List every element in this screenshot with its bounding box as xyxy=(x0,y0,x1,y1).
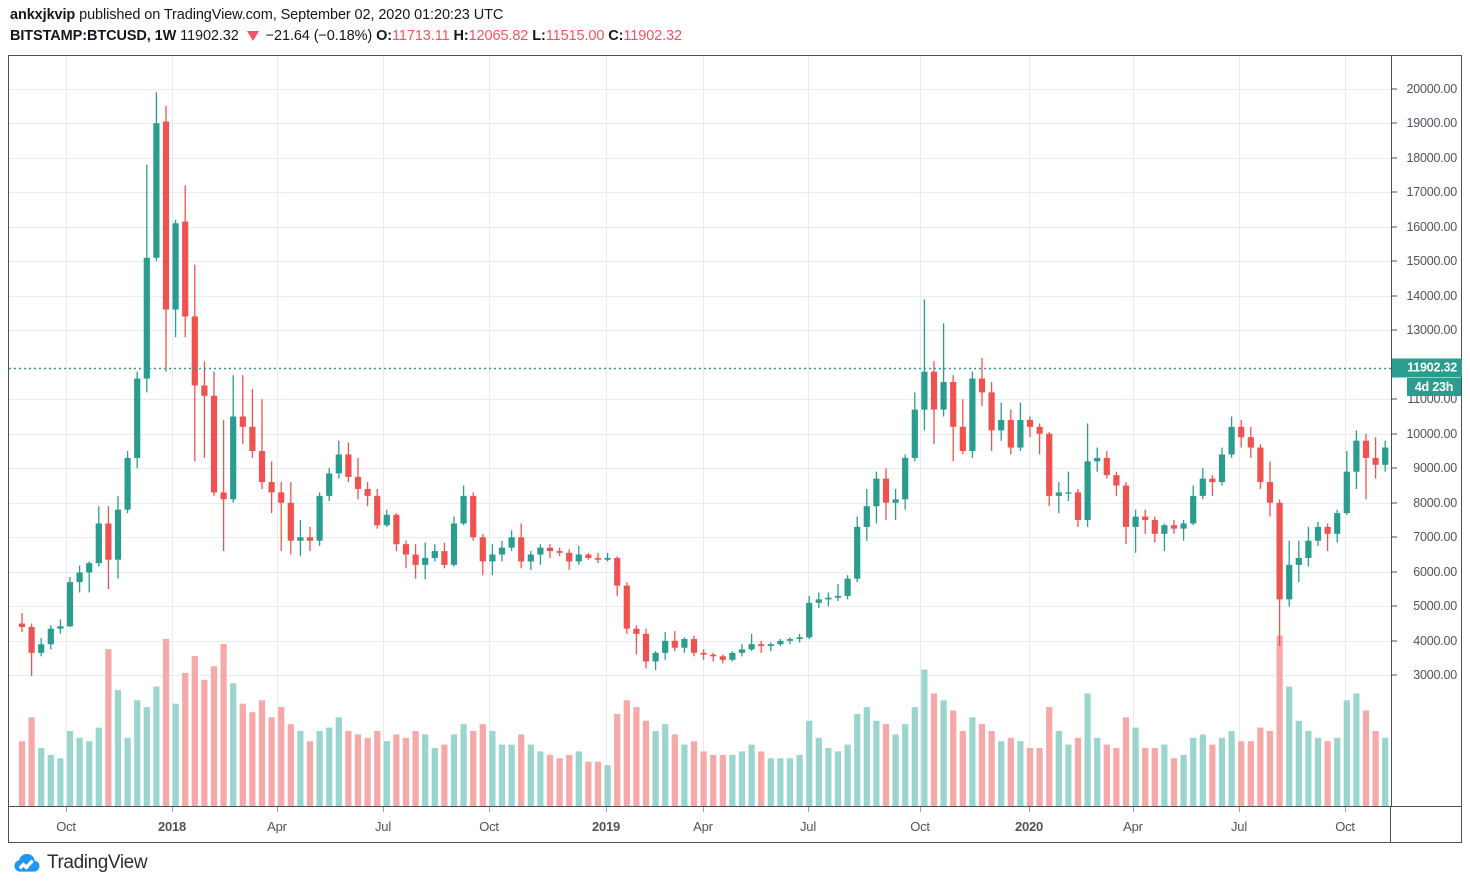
time-tick xyxy=(1239,807,1240,812)
time-tick-label: Jul xyxy=(799,819,817,834)
time-tick-label: 2020 xyxy=(1014,819,1044,834)
publish-info: published on TradingView.com, September … xyxy=(75,7,504,23)
open-value: 11713.11 xyxy=(392,28,450,44)
time-tick xyxy=(920,807,921,812)
time-tick-label: 2018 xyxy=(157,819,187,834)
time-tick xyxy=(1133,807,1134,812)
time-tick xyxy=(808,807,809,812)
chart-frame: 20000.00 19000.00 18000.00 17000.00 16000.00… xyxy=(8,55,1462,807)
time-tick-label: Oct xyxy=(479,819,499,834)
low-value: 11515.00 xyxy=(545,28,605,44)
time-tick-label: 2019 xyxy=(591,819,621,834)
chart-header: ankxjkvip published on TradingView.com, … xyxy=(10,0,1460,47)
open-label: O: xyxy=(376,28,393,44)
time-axis-separator xyxy=(1390,807,1391,843)
current-price-line xyxy=(9,367,1391,370)
price-tick-label: 13000.00 xyxy=(1406,323,1457,338)
price-tick xyxy=(1392,536,1397,538)
tradingview-cloud-icon xyxy=(14,853,40,872)
price-tick xyxy=(1392,398,1397,400)
high-value: 12065.82 xyxy=(468,28,529,44)
time-tick-label: Apr xyxy=(267,819,287,834)
time-tick-label: Jul xyxy=(1230,819,1248,834)
price-tick xyxy=(1392,122,1397,124)
price-tick-label: 9000.00 xyxy=(1413,461,1457,476)
low-label: L: xyxy=(532,28,546,44)
publish-line: ankxjkvip published on TradingView.com, … xyxy=(10,0,1460,26)
author-name: ankxjkvip xyxy=(10,7,76,23)
price-tick-label: 4000.00 xyxy=(1413,633,1457,648)
price-tick-label: 17000.00 xyxy=(1406,185,1457,200)
time-tick-label: Apr xyxy=(693,819,713,834)
price-tick xyxy=(1392,605,1397,607)
time-tick xyxy=(277,807,278,812)
price-tick-label: 14000.00 xyxy=(1406,288,1457,303)
price-tick-label: 7000.00 xyxy=(1413,530,1457,545)
time-axis[interactable]: Oct 2018 Apr Jul Oct 2019 Apr Jul Oct 2020 Apr Jul O… xyxy=(8,807,1462,843)
volume-series xyxy=(18,635,1389,806)
time-tick-label: Apr xyxy=(1123,819,1143,834)
price-axis[interactable]: 20000.00 19000.00 18000.00 17000.00 16000.00… xyxy=(1391,56,1462,806)
price-tick xyxy=(1392,329,1397,331)
price-tick-label: 5000.00 xyxy=(1413,599,1457,614)
price-tick xyxy=(1392,260,1397,262)
price-tick xyxy=(1392,295,1397,297)
price-tick-label: 20000.00 xyxy=(1406,81,1457,96)
tradingview-brand-text: TradingView xyxy=(47,852,148,873)
price-tick xyxy=(1392,88,1397,90)
change-absolute: −21.64 xyxy=(265,28,310,44)
symbol-quote-line: BITSTAMP:BTCUSD, 1W 11902.32 −21.64 (−0.… xyxy=(10,26,1460,47)
time-tick xyxy=(1345,807,1346,812)
price-tick-label: 15000.00 xyxy=(1406,254,1457,269)
tradingview-logo[interactable]: TradingView xyxy=(14,852,148,874)
time-tick xyxy=(383,807,384,812)
price-tick-label: 19000.00 xyxy=(1406,116,1457,131)
price-tick-label: 16000.00 xyxy=(1406,219,1457,234)
close-label: C: xyxy=(608,28,624,44)
price-tick-label: 8000.00 xyxy=(1413,495,1457,510)
price-tick xyxy=(1392,467,1397,469)
change-percent: (−0.18%) xyxy=(313,28,373,44)
time-tick-label: Oct xyxy=(56,819,76,834)
close-value: 11902.32 xyxy=(623,28,682,44)
time-tick xyxy=(606,807,607,812)
price-tick xyxy=(1392,640,1397,642)
bar-countdown-badge: 4d 23h xyxy=(1407,378,1461,397)
price-tick xyxy=(1392,502,1397,504)
price-tick xyxy=(1392,674,1397,676)
high-label: H: xyxy=(453,28,469,44)
chart-plot-area[interactable] xyxy=(9,56,1391,806)
time-tick xyxy=(489,807,490,812)
down-triangle-icon xyxy=(246,31,259,41)
price-tick-label: 18000.00 xyxy=(1406,150,1457,165)
price-tick xyxy=(1392,226,1397,228)
price-tick xyxy=(1392,433,1397,435)
time-tick-label: Oct xyxy=(1335,819,1355,834)
time-tick xyxy=(1029,807,1030,812)
time-tick xyxy=(703,807,704,812)
current-price-badge[interactable]: 11902.32 xyxy=(1392,358,1462,378)
time-tick-label: Jul xyxy=(374,819,392,834)
price-tick xyxy=(1392,571,1397,573)
price-tick-label: 6000.00 xyxy=(1413,564,1457,579)
price-tick-label: 3000.00 xyxy=(1413,668,1457,683)
time-tick-label: Oct xyxy=(910,819,930,834)
symbol-label[interactable]: BITSTAMP:BTCUSD, 1W xyxy=(10,28,177,44)
candlestick-series xyxy=(18,92,1389,676)
last-price: 11902.32 xyxy=(180,28,239,44)
price-tick-label: 10000.00 xyxy=(1406,426,1457,441)
price-tick xyxy=(1392,157,1397,159)
time-tick xyxy=(172,807,173,812)
price-tick xyxy=(1392,191,1397,193)
time-tick xyxy=(66,807,67,812)
